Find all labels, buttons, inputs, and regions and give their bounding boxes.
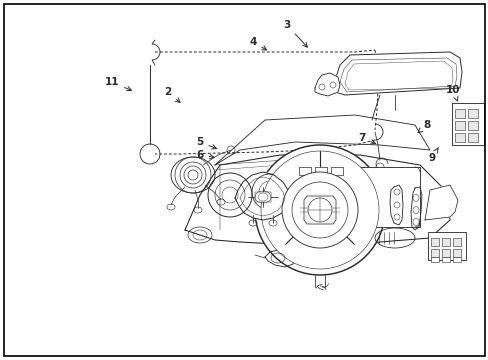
Bar (298, 206, 346, 215)
Bar (314, 167, 326, 175)
Bar (441, 238, 449, 246)
Text: 11: 11 (104, 77, 131, 91)
Text: 8: 8 (417, 120, 430, 132)
Bar (298, 182, 346, 191)
Bar (330, 167, 342, 175)
Text: 1: 1 (0, 359, 1, 360)
Text: 10: 10 (445, 85, 459, 101)
Text: 4: 4 (249, 37, 266, 50)
Bar (452, 249, 460, 257)
Polygon shape (332, 52, 461, 95)
Bar (467, 121, 477, 130)
Bar (430, 257, 438, 262)
Bar (298, 194, 346, 203)
Polygon shape (235, 172, 289, 220)
Bar (454, 109, 464, 118)
Bar (254, 192, 270, 202)
Ellipse shape (282, 172, 357, 248)
Bar (452, 238, 460, 246)
Polygon shape (215, 115, 429, 165)
Bar (467, 109, 477, 118)
Polygon shape (389, 185, 402, 225)
Bar (298, 167, 310, 175)
Text: 5: 5 (196, 137, 216, 149)
Bar (454, 133, 464, 142)
Bar (330, 167, 342, 175)
Bar (441, 257, 449, 262)
Bar (452, 257, 460, 262)
Text: 2: 2 (164, 87, 180, 103)
Bar (298, 218, 346, 227)
Bar (298, 167, 310, 175)
Bar (427, 232, 465, 260)
Polygon shape (304, 196, 335, 224)
Ellipse shape (261, 151, 378, 269)
Text: 6: 6 (196, 150, 214, 160)
Bar (294, 165, 349, 230)
Bar (441, 249, 449, 257)
Polygon shape (410, 187, 421, 230)
Ellipse shape (254, 145, 384, 275)
Ellipse shape (291, 182, 347, 238)
Bar (467, 133, 477, 142)
Polygon shape (184, 155, 449, 245)
Bar (454, 121, 464, 130)
Text: 7: 7 (358, 133, 375, 144)
Text: 3: 3 (283, 20, 307, 47)
Polygon shape (314, 73, 339, 96)
Bar (430, 238, 438, 246)
Bar (430, 249, 438, 257)
Bar (359, 167, 419, 227)
Polygon shape (424, 185, 457, 220)
Text: 9: 9 (427, 148, 437, 163)
Bar (314, 167, 326, 175)
Ellipse shape (307, 198, 331, 222)
Bar (451, 103, 483, 145)
Polygon shape (264, 250, 294, 267)
